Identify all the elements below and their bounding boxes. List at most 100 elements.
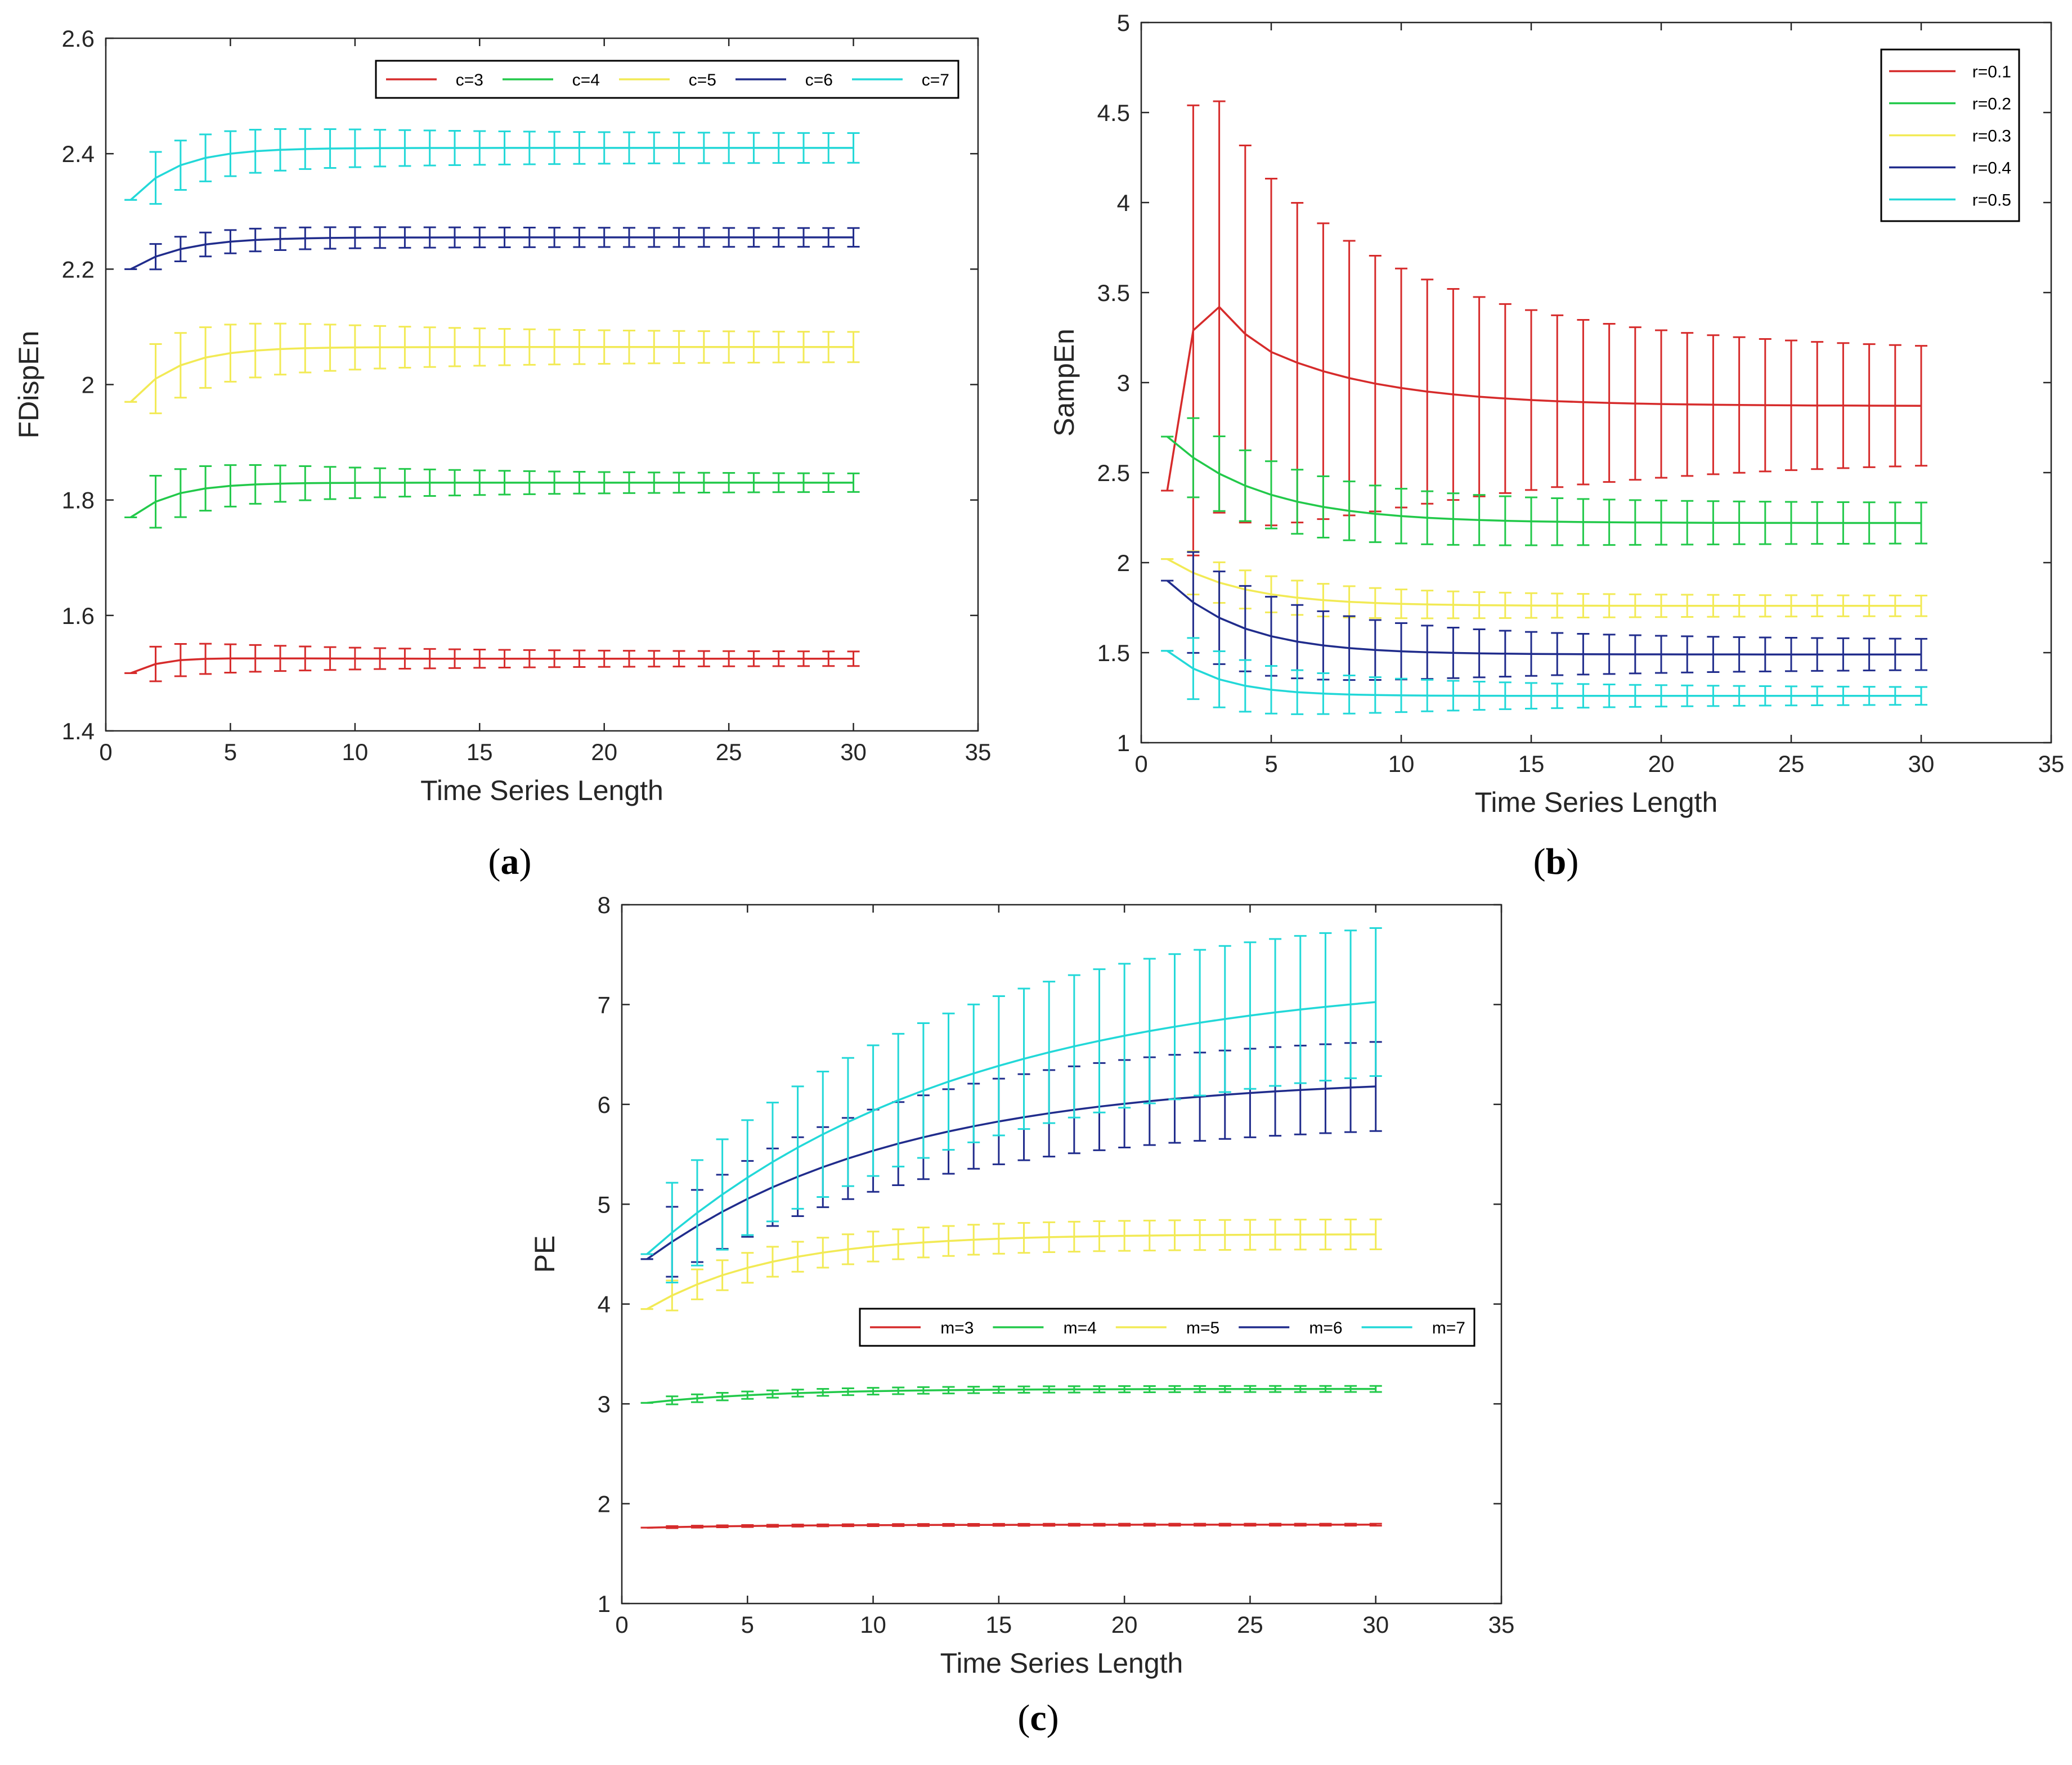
series-line — [1167, 650, 1921, 697]
caption-b: (b) — [1533, 841, 1579, 882]
plot-area-a — [105, 37, 979, 732]
y-tick-label: 4 — [598, 1291, 611, 1318]
chart-panel-a: 0 5 10 15 20 25 30 35 1.4 1.6 1.8 2 2.2 2.4 2.6 Time S… — [13, 25, 991, 882]
series-m=5 — [640, 1218, 1382, 1312]
y-tick-label: 3 — [1117, 370, 1130, 396]
series-r=0.4 — [1161, 551, 1927, 681]
series-line — [130, 657, 854, 675]
y-tick-label: 8 — [598, 892, 611, 918]
series-group-c — [640, 927, 1382, 1529]
y-axis-label-b: SampEn — [1048, 329, 1080, 437]
y-tick-label: 5 — [598, 1191, 611, 1218]
legend-label: r=0.3 — [1972, 127, 2011, 146]
y-tick-label: 4.5 — [1097, 100, 1130, 126]
x-tick-label: 35 — [965, 739, 992, 765]
series-line — [646, 1085, 1376, 1260]
legend-label: r=0.1 — [1972, 63, 2011, 82]
x-tick-label: 20 — [1111, 1611, 1138, 1638]
legend-label: m=4 — [1064, 1319, 1097, 1337]
x-tick-label: 5 — [224, 739, 237, 765]
x-tick-label: 15 — [467, 739, 493, 765]
series-c=3 — [124, 643, 860, 682]
x-axis-label-b: Time Series Length — [1475, 787, 1718, 818]
series-r=0.1 — [1161, 100, 1927, 556]
y-tick-label: 1.5 — [1097, 640, 1130, 666]
legend-c: m=3 m=4 m=5 m=6 m=7 — [859, 1308, 1475, 1347]
y-tick-label: 1 — [598, 1591, 611, 1617]
series-line — [130, 147, 854, 201]
series-r=0.2 — [1161, 417, 1927, 546]
series-m=7 — [640, 927, 1382, 1284]
legend-label: r=0.2 — [1972, 95, 2011, 114]
series-c=7 — [124, 128, 860, 205]
caption-letter-b: b — [1546, 841, 1567, 882]
y-tick-label: 2.6 — [62, 25, 95, 52]
x-axis-label-c: Time Series Length — [940, 1647, 1183, 1679]
series-line — [646, 1233, 1376, 1310]
x-tick-label: 10 — [342, 739, 368, 765]
plot-area-c — [621, 904, 1503, 1605]
x-tick-label: 20 — [591, 739, 617, 765]
legend-label: m=3 — [940, 1319, 974, 1337]
legend-label: c=4 — [572, 71, 600, 89]
series-line — [647, 1524, 1376, 1529]
y-tick-label: 3 — [598, 1391, 611, 1417]
legend-a: c=3 c=4 c=5 c=6 c=7 — [375, 60, 959, 99]
y-axis-label-a: FDispEn — [13, 331, 44, 439]
x-tick-label: 15 — [985, 1611, 1012, 1638]
legend-label: c=6 — [805, 71, 833, 89]
y-tick-label: 2.2 — [62, 256, 95, 282]
series-line — [1166, 306, 1922, 491]
series-line — [130, 346, 854, 403]
y-tick-label: 2 — [82, 372, 95, 398]
series-m=3 — [640, 1523, 1382, 1529]
x-tick-label: 35 — [1488, 1611, 1515, 1638]
x-tick-label: 30 — [1362, 1611, 1389, 1638]
legend-label: r=0.4 — [1972, 159, 2011, 178]
x-tick-label: 20 — [1648, 751, 1675, 777]
x-tick-label: 25 — [1778, 751, 1805, 777]
y-tick-label: 2.5 — [1097, 460, 1130, 486]
series-c=5 — [124, 322, 860, 415]
y-tick-label: 2 — [1117, 550, 1130, 576]
y-tick-label: 1.8 — [62, 487, 95, 514]
x-tick-label: 15 — [1518, 751, 1545, 777]
x-axis-label-a: Time Series Length — [420, 775, 663, 806]
legend-label: m=5 — [1186, 1319, 1219, 1337]
caption-letter-a: a — [501, 841, 519, 882]
x-tick-label: 30 — [1908, 751, 1935, 777]
series-line — [1167, 435, 1922, 524]
series-line — [646, 1001, 1376, 1255]
y-tick-label: 6 — [598, 1092, 611, 1118]
x-tick-label: 5 — [1264, 751, 1277, 777]
y-tick-label: 3.5 — [1097, 280, 1130, 306]
series-m=4 — [640, 1385, 1382, 1405]
series-line — [1167, 558, 1921, 607]
series-r=0.5 — [1161, 637, 1927, 715]
x-tick-label: 35 — [2038, 751, 2065, 777]
y-tick-label: 1 — [1117, 730, 1130, 756]
legend-label: c=5 — [689, 71, 716, 89]
caption-a: (a) — [488, 841, 532, 882]
y-tick-label: 4 — [1117, 190, 1130, 216]
x-tick-label: 5 — [741, 1611, 754, 1638]
x-tick-label: 25 — [1237, 1611, 1263, 1638]
y-tick-label: 2 — [598, 1491, 611, 1517]
x-tick-label: 25 — [716, 739, 742, 765]
caption-c: (c) — [1017, 1697, 1059, 1739]
legend-label: c=7 — [922, 71, 949, 89]
caption-letter-c: c — [1030, 1697, 1046, 1739]
y-tick-label: 7 — [598, 991, 611, 1018]
series-line — [130, 236, 854, 270]
series-c=4 — [124, 464, 860, 529]
x-tick-label: 30 — [840, 739, 867, 765]
y-tick-label: 2.4 — [62, 141, 95, 167]
chart-panel-b: 0 5 10 15 20 25 30 35 1 1.5 2 2.5 3 3.5 4 4.5 5 Time Ser… — [1048, 10, 2064, 882]
axis-ticks-c: 0 5 10 15 20 25 30 35 1 2 3 4 5 6 7 8 — [598, 892, 1515, 1638]
x-tick-label: 0 — [615, 1611, 628, 1638]
x-tick-label: 0 — [99, 739, 112, 765]
chart-panel-c: 0 5 10 15 20 25 30 35 1 2 3 4 5 6 7 8 Time Series Lengt… — [529, 892, 1514, 1739]
axis-ticks-b: 0 5 10 15 20 25 30 35 1 1.5 2 2.5 3 3.5 4 4.5 5 — [1097, 10, 2065, 777]
series-line — [130, 482, 854, 518]
